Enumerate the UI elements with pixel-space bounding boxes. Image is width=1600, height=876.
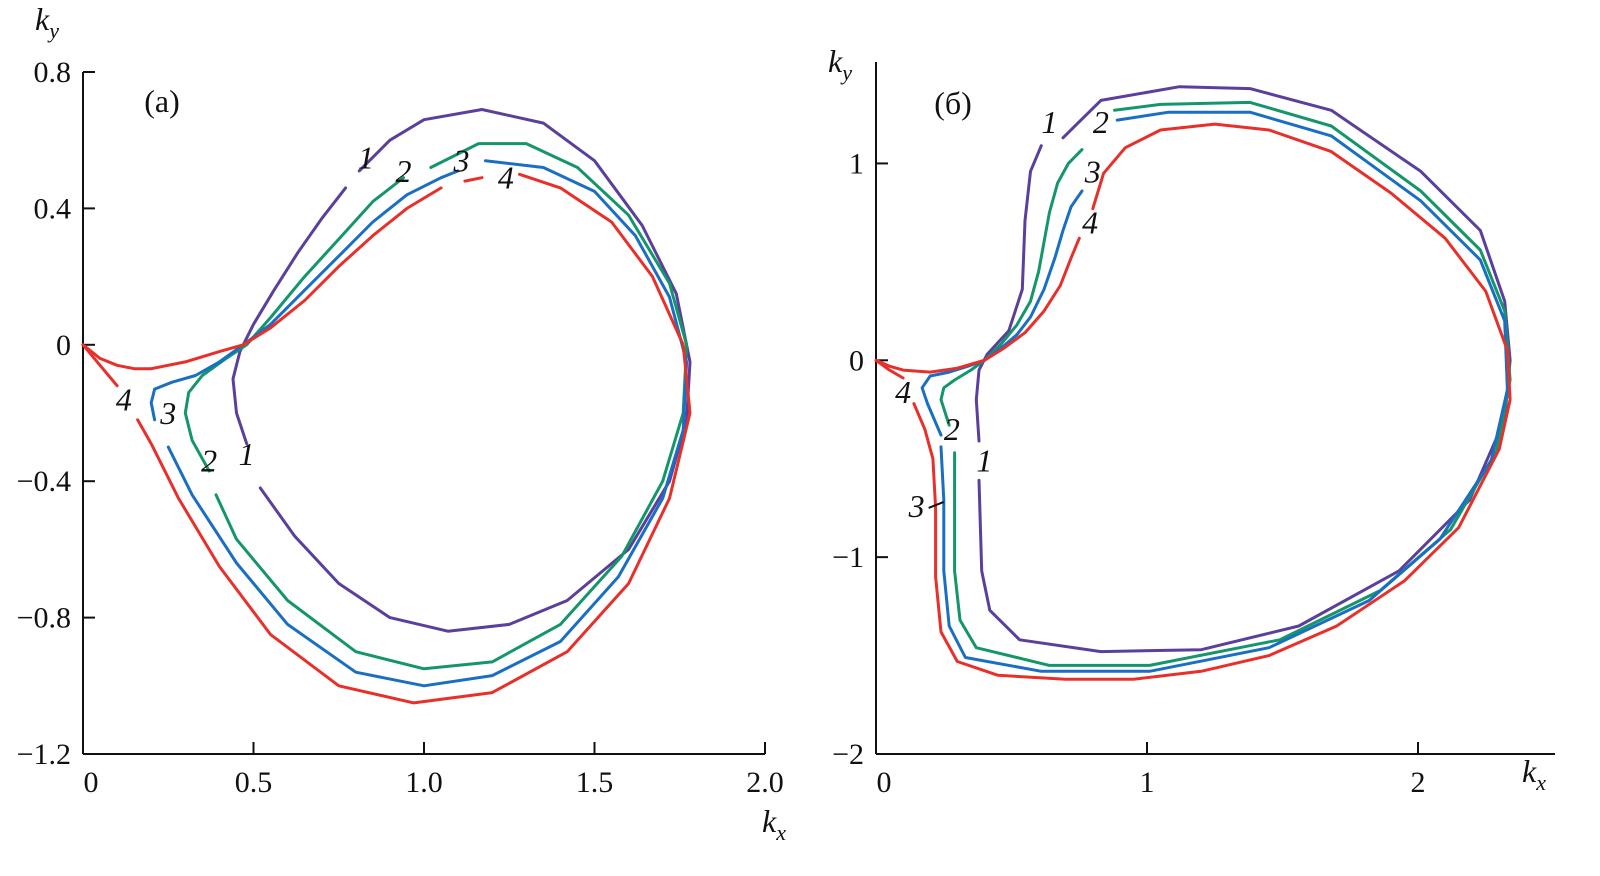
leader-line <box>928 501 945 509</box>
panel-a: 0 0.5 1.0 1.5 2.00.80.40−0.4−0.8−1.2kykx(a)1… <box>17 1 787 845</box>
series-curve-4 <box>874 122 1512 681</box>
y-tick-label: −0.8 <box>17 602 71 635</box>
y-tick-label: −1.2 <box>17 738 71 771</box>
curve-segment <box>874 236 1081 374</box>
curve-label: 3 <box>908 488 925 524</box>
x-tick-label: 0 <box>877 766 892 799</box>
curve-segment <box>939 110 1509 673</box>
curve-label: 1 <box>239 436 255 472</box>
curve-segment <box>974 144 1043 443</box>
curve-segment <box>912 122 1512 681</box>
y-axis-title: ky <box>35 1 59 43</box>
panel-title: (a) <box>144 83 180 119</box>
curve-label: 4 <box>498 160 514 196</box>
curve-segment <box>81 343 119 388</box>
series-curve-4 <box>81 172 692 705</box>
panel-title: (б) <box>934 85 972 121</box>
curve-segment <box>166 159 689 688</box>
curve-label: 3 <box>159 395 176 431</box>
y-tick-label: 1 <box>849 147 864 180</box>
curve-segment <box>214 142 689 671</box>
x-tick-label: 1.5 <box>576 766 614 799</box>
series-curve-2 <box>183 142 689 671</box>
curve-segment <box>939 148 1084 427</box>
x-tick-label: 1.0 <box>405 766 443 799</box>
curve-label: 1 <box>358 139 374 175</box>
curve-label: 3 <box>1084 153 1101 189</box>
y-tick-label: −2 <box>832 738 864 771</box>
y-tick-label: 0 <box>849 344 864 377</box>
y-axis-title: ky <box>828 43 852 85</box>
curve-label: 1 <box>1041 104 1057 140</box>
curve-segment <box>977 85 1512 654</box>
curve-segment <box>920 189 1084 437</box>
y-tick-label: −0.4 <box>17 465 71 498</box>
x-tick-label: 0.5 <box>235 766 273 799</box>
curve-segment <box>953 100 1512 667</box>
curve-label: 2 <box>944 411 960 447</box>
curve-label: 4 <box>116 381 132 417</box>
curve-segment <box>136 172 692 705</box>
x-tick-label: 1 <box>1140 766 1155 799</box>
curve-segment <box>258 108 692 633</box>
curve-segment <box>183 176 405 473</box>
x-axis-title: kx <box>762 803 786 845</box>
curve-label: 2 <box>1093 104 1109 140</box>
x-axis-title-main: k <box>1522 753 1537 789</box>
y-axis-title-main: k <box>35 1 50 37</box>
x-tick-label: 2.0 <box>746 766 784 799</box>
x-axis-title-main: k <box>762 803 777 839</box>
curve-segment <box>231 186 348 446</box>
y-tick-label: 0 <box>56 329 71 362</box>
x-tick-label: 0 <box>84 766 99 799</box>
curve-label: 2 <box>201 443 217 479</box>
curve-label: 4 <box>1082 204 1098 240</box>
curve-segment <box>874 358 905 380</box>
series-curve-2 <box>939 100 1512 667</box>
y-axis-title-sub: y <box>840 60 852 85</box>
curve-label: 4 <box>895 374 911 410</box>
curve-label: 3 <box>453 143 470 179</box>
y-tick-label: −1 <box>832 541 864 574</box>
series-curve-1 <box>231 108 692 633</box>
x-tick-label: 2 <box>1411 766 1426 799</box>
x-axis-title-sub: x <box>775 820 786 845</box>
curve-label: 2 <box>396 153 412 189</box>
y-tick-label: 0.8 <box>34 56 72 89</box>
series-curve-1 <box>974 85 1512 654</box>
curve-label: 1 <box>976 443 992 479</box>
y-axis-title-sub: y <box>47 18 59 43</box>
series-curve-3 <box>920 110 1509 673</box>
y-tick-label: 0.4 <box>34 192 72 225</box>
curve-segment <box>463 176 484 183</box>
x-axis-title-sub: x <box>1535 770 1546 795</box>
x-axis-title: kx <box>1522 753 1546 795</box>
y-axis-title-main: k <box>828 43 843 79</box>
curve-segment <box>81 186 443 371</box>
